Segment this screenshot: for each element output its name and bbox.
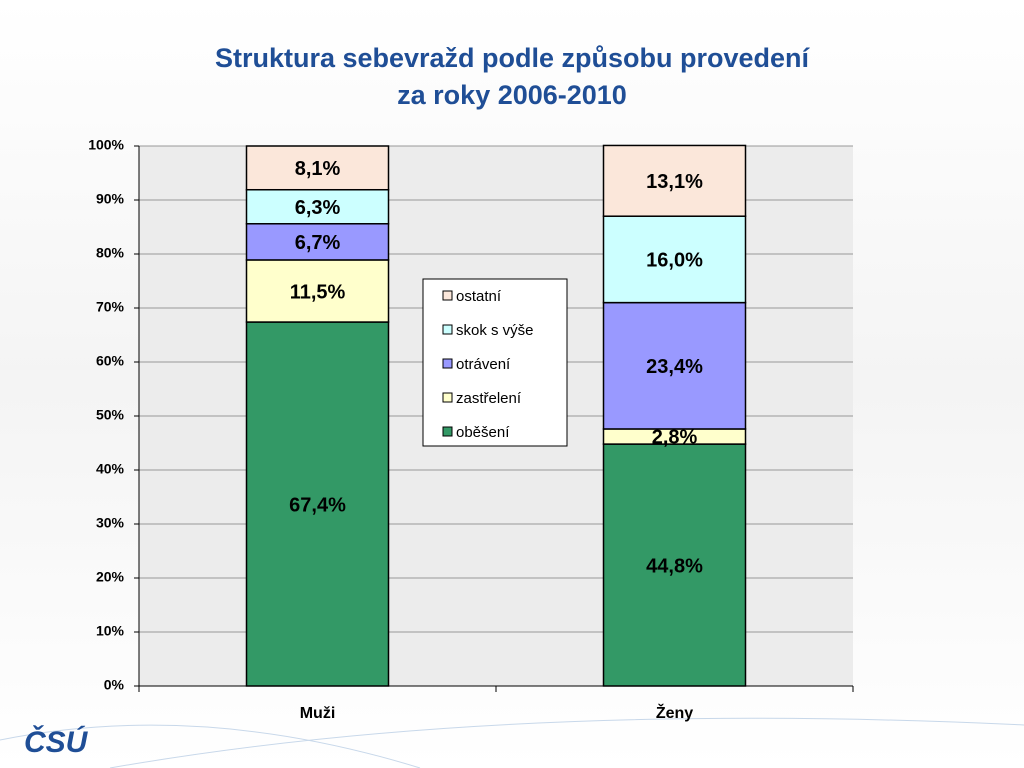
bar-segment — [602, 215, 747, 304]
legend-swatch — [442, 358, 453, 369]
legend-swatch — [442, 290, 453, 301]
y-tick-label: 20% — [96, 569, 125, 585]
y-tick-label: 70% — [96, 299, 125, 315]
y-tick-label: 80% — [96, 245, 125, 261]
bar-segment — [245, 259, 390, 323]
value-label: 23,4% — [646, 356, 703, 378]
bar-segment — [602, 301, 747, 430]
chart-title: Struktura sebevražd podle způsobu proved… — [215, 43, 811, 73]
bar-segment — [245, 223, 390, 261]
logo: ČSÚ — [24, 725, 89, 759]
y-tick-label: 100% — [88, 137, 124, 153]
legend-label: otrávení — [456, 356, 511, 373]
bar-segment — [602, 144, 747, 217]
value-label: 44,8% — [646, 555, 703, 577]
value-label: 16,0% — [646, 250, 703, 272]
bar-segment — [245, 188, 390, 225]
decor-curve — [0, 724, 421, 768]
legend-swatch — [442, 324, 453, 335]
value-label: 6,7% — [295, 232, 341, 254]
legend-label: oběšení — [456, 424, 510, 441]
y-tick-label: 90% — [96, 191, 125, 207]
y-tick-label: 0% — [104, 677, 125, 693]
value-label: 2,8% — [652, 426, 698, 448]
legend-swatch — [442, 392, 453, 403]
chart-title: za roky 2006-2010 — [397, 80, 627, 110]
value-label: 6,3% — [295, 197, 341, 219]
y-tick-label: 40% — [96, 461, 125, 477]
value-label: 67,4% — [289, 494, 346, 516]
y-tick-label: 30% — [96, 515, 125, 531]
y-tick-label: 60% — [96, 353, 125, 369]
y-tick-label: 50% — [96, 407, 125, 423]
value-label: 8,1% — [295, 158, 341, 180]
value-label: 11,5% — [290, 281, 346, 303]
legend-swatch — [442, 426, 453, 437]
y-tick-label: 10% — [96, 623, 125, 639]
bar-segment — [245, 145, 390, 191]
value-label: 13,1% — [646, 171, 703, 193]
legend-label: zastřelení — [456, 390, 522, 407]
legend-label: ostatní — [456, 288, 502, 305]
legend-label: skok s výše — [456, 322, 534, 339]
x-tick-label: Muži — [300, 705, 336, 722]
x-tick-label: Ženy — [656, 703, 693, 722]
bar-segment — [602, 443, 747, 687]
decor-curve — [109, 717, 1024, 768]
